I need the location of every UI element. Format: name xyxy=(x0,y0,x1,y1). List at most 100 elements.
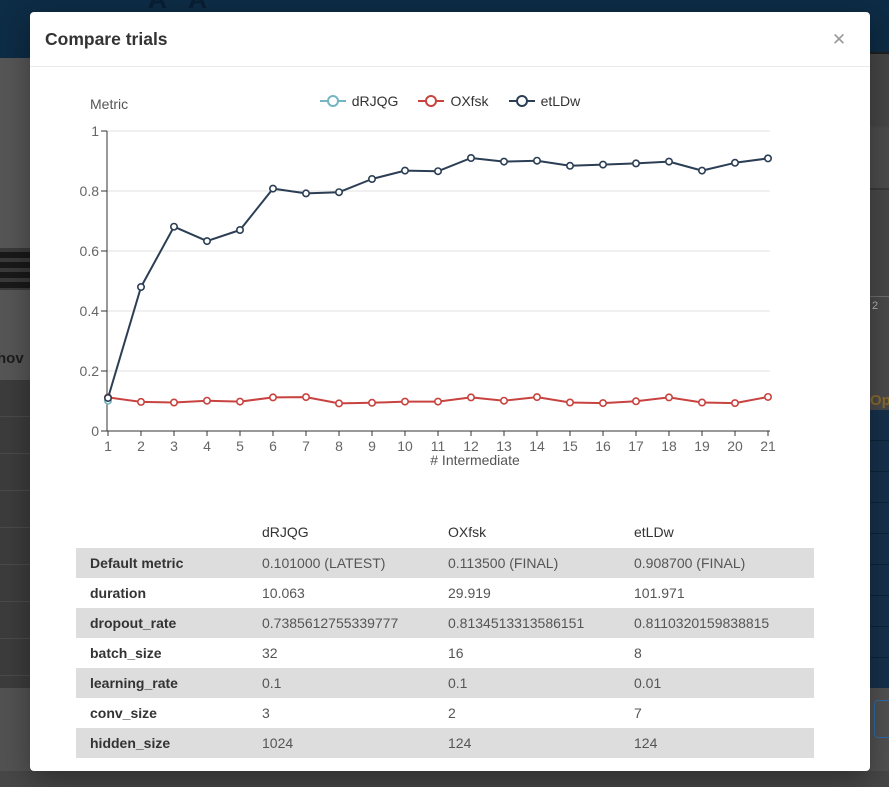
data-point-OXfsk xyxy=(532,393,541,402)
data-point-OXfsk xyxy=(433,397,442,406)
data-point-etLDw xyxy=(236,226,245,235)
close-icon[interactable]: ✕ xyxy=(826,27,852,53)
row-value: 101.971 xyxy=(634,585,685,601)
data-point-OXfsk xyxy=(170,398,179,407)
line-circle-marker-icon xyxy=(418,95,445,107)
row-label: learning_rate xyxy=(76,668,262,698)
page-logo: A A xyxy=(148,0,268,12)
data-point-etLDw xyxy=(697,166,706,175)
row-value: 0.101000 (LATEST) xyxy=(262,548,448,578)
x-tick-label: 2 xyxy=(137,438,145,454)
row-value: 124 xyxy=(448,728,634,758)
x-tick-label: 6 xyxy=(269,438,277,454)
data-point-OXfsk xyxy=(466,393,475,402)
data-point-etLDw xyxy=(301,189,310,198)
row-value: 8 xyxy=(634,645,642,661)
data-point-OXfsk xyxy=(664,393,673,402)
modal-title: Compare trials xyxy=(45,29,168,49)
row-value: 32 xyxy=(262,645,278,661)
data-point-etLDw xyxy=(664,157,673,166)
data-point-OXfsk xyxy=(631,397,640,406)
y-tick-label: 0 xyxy=(91,423,99,439)
x-tick-label: 14 xyxy=(529,438,545,454)
legend-item-dRJQG[interactable]: dRJQG xyxy=(319,93,399,109)
table-row: duration 10.063 29.919 101.971 xyxy=(76,578,814,608)
row-value: 0.8110320159838815 xyxy=(634,608,814,638)
y-tick-label: 0.2 xyxy=(80,363,100,379)
table-row: hidden_size 1024 124 124 xyxy=(76,728,814,758)
row-value: 1024 xyxy=(262,728,448,758)
page-right-number-fragment: 2 xyxy=(872,300,879,312)
table-row: dropout_rate 0.7385612755339777 0.81345133… xyxy=(76,608,814,638)
line-circle-marker-icon xyxy=(508,95,535,107)
row-value: 0.01 xyxy=(634,668,814,698)
column-header-OXfsk: OXfsk xyxy=(448,524,487,540)
modal-header: Compare trials ✕ xyxy=(30,12,870,67)
legend-label: dRJQG xyxy=(351,93,399,109)
data-point-OXfsk xyxy=(499,396,508,405)
row-value: 3 xyxy=(262,705,270,721)
divider xyxy=(870,296,889,297)
x-tick-label: 19 xyxy=(694,438,710,454)
data-point-etLDw xyxy=(433,167,442,176)
column-header-dRJQG: dRJQG xyxy=(262,524,309,540)
row-label: batch_size xyxy=(90,645,162,661)
page-right-block xyxy=(870,128,889,188)
table-row: batch_size 32 16 8 xyxy=(76,638,814,668)
row-value: 7 xyxy=(634,705,642,721)
data-point-etLDw xyxy=(170,222,179,231)
y-tick-label: 0.4 xyxy=(80,303,100,319)
x-tick-label: 20 xyxy=(727,438,743,454)
legend-item-etLDw[interactable]: etLDw xyxy=(508,93,580,109)
y-axis-name: Metric xyxy=(90,96,128,112)
row-value: 0.7385612755339777 xyxy=(262,608,448,638)
x-tick-label: 13 xyxy=(496,438,512,454)
data-point-OXfsk xyxy=(598,399,607,408)
metric-chart: 10.80.60.40.201 2 3 4 5 6 7 8 9 10 11 12 13 14 15 16 17 1… xyxy=(80,96,776,468)
x-tick-label: 17 xyxy=(628,438,644,454)
line-circle-marker-icon xyxy=(319,95,346,107)
data-point-etLDw xyxy=(631,159,640,168)
data-point-OXfsk xyxy=(334,399,343,408)
row-label: dropout_rate xyxy=(76,608,262,638)
table-row: conv_size 3 2 7 xyxy=(76,698,814,728)
x-tick-label: 7 xyxy=(302,438,310,454)
legend-item-OXfsk[interactable]: OXfsk xyxy=(418,93,489,109)
page-right-edge: 2 Op xyxy=(870,52,889,787)
data-point-etLDw xyxy=(203,237,212,246)
metric-chart-region: 1 0.8 0.6 0.4 0.2 0 1 2 3 4 5 6 7 8 9 10 11 12 13 14 15 16 17 1… xyxy=(30,67,870,482)
x-tick-label: 11 xyxy=(431,438,446,454)
x-tick-label: 1 xyxy=(104,438,112,454)
data-point-etLDw xyxy=(367,175,376,184)
data-point-etLDw xyxy=(565,161,574,170)
table-row: learning_rate 0.1 0.1 0.01 xyxy=(76,668,814,698)
data-point-OXfsk xyxy=(301,393,310,402)
table-lines-icon xyxy=(0,248,30,290)
page-right-button-fragment[interactable] xyxy=(874,700,889,738)
x-tick-label: 21 xyxy=(760,438,776,454)
data-point-etLDw xyxy=(598,160,607,169)
row-value: 0.908700 (FINAL) xyxy=(634,548,814,578)
row-value: 0.1 xyxy=(262,668,448,698)
table-row: Default metric 0.101000 (LATEST) 0.113500 … xyxy=(76,548,814,578)
data-point-OXfsk xyxy=(269,393,278,402)
data-point-OXfsk xyxy=(565,398,574,407)
y-tick-label: 0.6 xyxy=(80,243,100,259)
x-tick-label: 12 xyxy=(463,438,479,454)
x-tick-label: 3 xyxy=(170,438,178,454)
data-point-OXfsk xyxy=(137,397,146,406)
data-point-OXfsk xyxy=(203,396,212,405)
y-tick-label: 1 xyxy=(91,123,99,139)
row-label: hidden_size xyxy=(76,728,262,758)
data-point-OXfsk xyxy=(367,398,376,407)
page-right-block xyxy=(870,54,889,126)
data-point-etLDw xyxy=(137,283,146,292)
legend-label: OXfsk xyxy=(450,93,489,109)
row-label: duration xyxy=(90,585,146,601)
page-right-block xyxy=(870,190,889,296)
compare-trials-modal: Compare trials ✕ 1 0.8 0.6 0.4 0.2 0 1 2 3 4 5 6 7 8 9… xyxy=(30,12,870,771)
data-point-OXfsk xyxy=(730,399,739,408)
divider xyxy=(870,52,889,54)
divider xyxy=(870,188,889,190)
row-label: Default metric xyxy=(76,548,262,578)
